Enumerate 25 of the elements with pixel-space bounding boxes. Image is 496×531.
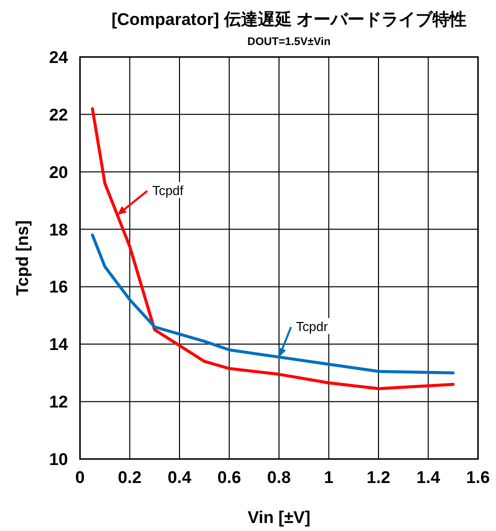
x-tick-label: 0.8 [267, 468, 291, 487]
x-tick-label: 1.6 [466, 468, 490, 487]
y-tick-label: 22 [49, 105, 68, 124]
x-tick-label: 0.2 [118, 468, 142, 487]
x-tick-label: 0.4 [168, 468, 192, 487]
y-tick-label: 16 [49, 278, 68, 297]
y-tick-label: 12 [49, 392, 68, 412]
chart-subtitle: DOUT=1.5V±Vin [247, 36, 331, 48]
text: Tcpdf [152, 182, 184, 198]
y-tick-label: 10 [49, 450, 68, 469]
series-label: Tcpdr [296, 319, 328, 334]
y-tick-label: 14 [49, 335, 69, 354]
x-tick-label: 0.6 [217, 468, 242, 487]
line-series [90, 234, 455, 374]
y-tick-label: 18 [49, 220, 68, 240]
y-tick-label: 20 [49, 162, 68, 182]
y-tick-label: 24 [49, 48, 69, 67]
chart-title: [Comparator] 伝達遅延 オーバードライブ特性 [111, 10, 467, 29]
y-axis-title: Tcpd [ns] [13, 220, 32, 296]
line-series [90, 107, 455, 390]
x-tick-label: 1.2 [366, 468, 390, 487]
x-tick-label: 1 [324, 468, 334, 487]
x-axis-title: Vin [±V] [248, 508, 310, 527]
x-tick-label: 1.4 [416, 468, 441, 487]
x-tick-label: 0 [75, 468, 85, 487]
